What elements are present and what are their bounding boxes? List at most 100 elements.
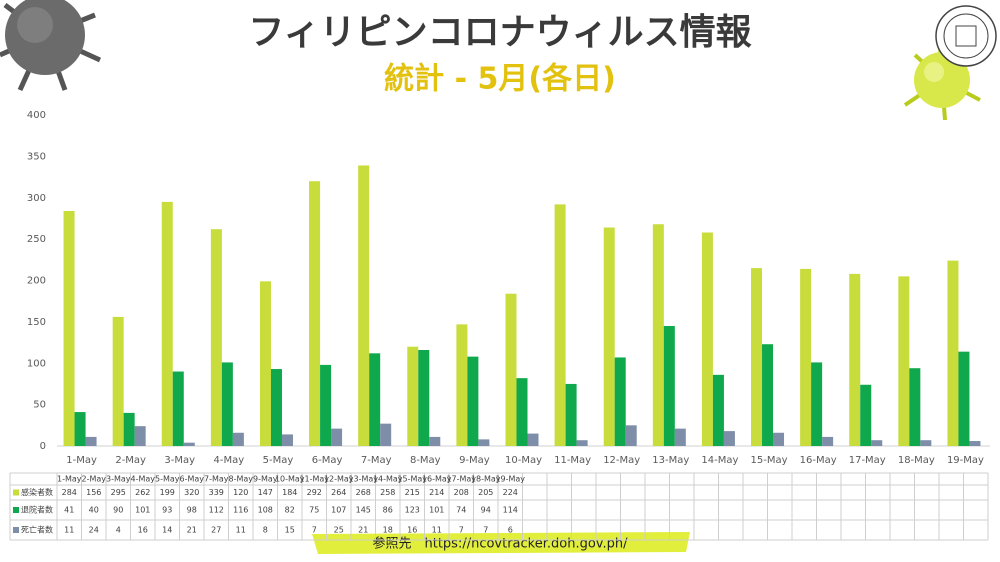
bar <box>407 346 419 446</box>
table-cell: 93 <box>162 506 172 515</box>
bar <box>516 378 528 446</box>
bar <box>614 357 626 446</box>
table-header: 13-May <box>348 475 378 484</box>
x-tick-label: 11-May <box>554 455 591 466</box>
bar <box>259 281 271 446</box>
table-cell: 7 <box>459 526 464 535</box>
table-cell: 112 <box>209 506 224 515</box>
table-cell: 214 <box>429 488 444 497</box>
source: 参照先 https://ncovtracker.doh.gov.ph/ <box>372 536 628 552</box>
legend-label: 退院者数 <box>21 505 53 515</box>
x-tick-label: 5-May <box>263 455 294 466</box>
bar <box>603 227 615 446</box>
bar <box>281 434 293 446</box>
plot: 0 50 100 150 200 250 300 350 400 1-May 2-May 3-May 4… <box>27 110 990 466</box>
bar <box>898 276 910 446</box>
table-header: 15-May <box>397 475 427 484</box>
bar <box>270 369 282 446</box>
bar <box>123 412 135 446</box>
y-tick-label: 0 <box>40 441 46 452</box>
table-cell: 123 <box>405 506 420 515</box>
y-tick-label: 100 <box>27 358 46 369</box>
table-cell: 14 <box>162 526 172 535</box>
virus-left <box>0 0 102 92</box>
title: フィリピンコロナウィルス情報 <box>248 12 751 53</box>
table-cell: 108 <box>258 506 273 515</box>
bar <box>920 440 932 446</box>
y-tick-label: 50 <box>33 400 46 411</box>
bar <box>871 440 883 446</box>
table-cell: 4 <box>116 526 121 535</box>
table-cell: 156 <box>86 488 101 497</box>
bar <box>309 181 321 446</box>
bar <box>773 432 785 446</box>
x-tick-label: 3-May <box>164 455 195 466</box>
table-header: 5-May <box>155 475 180 484</box>
table-header: 3-May <box>106 475 131 484</box>
bar <box>800 268 812 446</box>
bar <box>418 350 430 446</box>
bar <box>625 425 637 446</box>
table-cell: 264 <box>331 488 346 497</box>
x-tick-label: 17-May <box>849 455 886 466</box>
table-cell: 24 <box>89 526 99 535</box>
bar <box>331 428 343 446</box>
bar <box>63 210 75 446</box>
table-header: 4-May <box>130 475 155 484</box>
bar <box>74 412 86 446</box>
bar <box>232 432 244 446</box>
logo <box>935 5 997 67</box>
table-header: 10-May <box>275 475 305 484</box>
bar <box>860 384 872 446</box>
table-header: 9-May <box>253 475 278 484</box>
x-tick-label: 8-May <box>410 455 441 466</box>
bar <box>456 324 468 446</box>
x-tick-label: 16-May <box>800 455 837 466</box>
table-cell: 74 <box>456 506 466 515</box>
x-tick-label: 9-May <box>459 455 490 466</box>
table-header: 14-May <box>373 475 403 484</box>
y-tick-label: 350 <box>27 151 46 162</box>
x-tick-label: 4-May <box>214 455 245 466</box>
table-header: 6-May <box>179 475 204 484</box>
table-cell: 120 <box>233 488 248 497</box>
bar <box>85 436 97 446</box>
table-cell: 205 <box>478 488 493 497</box>
table-cell: 90 <box>113 506 123 515</box>
bar <box>358 165 370 447</box>
table-cell: 18 <box>383 526 393 535</box>
table-cell: 145 <box>356 506 371 515</box>
bar <box>527 433 539 446</box>
table-cell: 86 <box>383 506 393 515</box>
x-tick-label: 18-May <box>898 455 935 466</box>
x-tick-label: 15-May <box>751 455 788 466</box>
bar <box>429 436 441 446</box>
table-cell: 320 <box>184 488 199 497</box>
bar <box>210 229 222 446</box>
bar <box>554 204 566 446</box>
table-cell: 101 <box>135 506 150 515</box>
bar <box>751 268 763 446</box>
bar <box>947 260 959 446</box>
bar <box>811 362 823 446</box>
bar <box>172 371 184 446</box>
subtitle: 統計 - 5月(各日) <box>384 62 616 97</box>
table-cell: 268 <box>356 488 371 497</box>
table-header: 7-May <box>204 475 229 484</box>
bar <box>112 316 124 446</box>
table-cell: 114 <box>503 506 518 515</box>
x-tick-label: 13-May <box>652 455 689 466</box>
table-cell: 94 <box>481 506 491 515</box>
table-cell: 27 <box>211 526 221 535</box>
bar <box>576 440 588 446</box>
table-cell: 101 <box>429 506 444 515</box>
table-cell: 6 <box>508 526 513 535</box>
table-header: 16-May <box>422 475 452 484</box>
bar <box>822 436 834 446</box>
table-header: 12-May <box>324 475 354 484</box>
x-tick-label: 10-May <box>505 455 542 466</box>
table-cell: 284 <box>62 488 77 497</box>
table-cell: 147 <box>258 488 273 497</box>
table-cell: 184 <box>282 488 297 497</box>
bar <box>652 224 664 446</box>
